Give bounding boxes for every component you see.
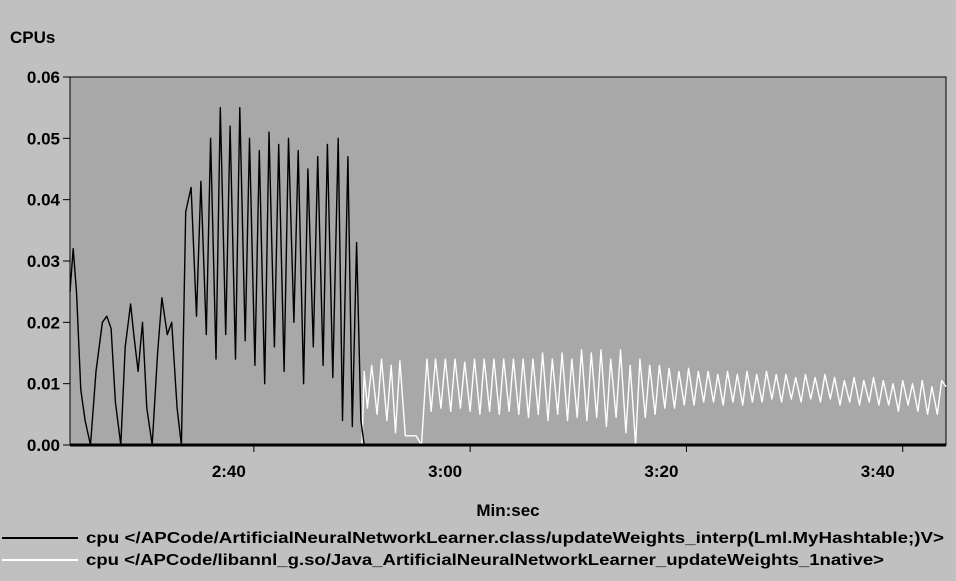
series-line-2 [70, 349, 947, 446]
y-tick-label: 0.04 [27, 191, 61, 210]
x-tick-label: 3:20 [644, 462, 678, 481]
legend-label-2: cpu </APCode/libannl_g.so/Java_Artificia… [86, 552, 884, 569]
x-tick-label: 3:00 [428, 462, 462, 481]
y-axis-title: CPUs [10, 28, 55, 47]
y-tick-label: 0.06 [27, 68, 60, 87]
y-tick-label: 0.02 [27, 313, 60, 332]
plot-area [69, 76, 947, 446]
y-tick-label: 0.01 [27, 375, 60, 394]
x-tick-label: 2:40 [212, 462, 246, 481]
y-tick-label: 0.00 [27, 436, 60, 455]
legend: cpu </APCode/ArtificialNeuralNetworkLear… [2, 530, 944, 569]
series-line-1 [69, 106, 365, 446]
x-axis: 2:40 3:00 3:20 3:40 [212, 445, 904, 481]
series-lines [69, 106, 947, 446]
y-tick-label: 0.03 [27, 252, 60, 271]
y-axis: 0.00 0.01 0.02 0.03 0.04 0.05 0.06 [27, 68, 70, 455]
legend-label-1: cpu </APCode/ArtificialNeuralNetworkLear… [86, 530, 944, 547]
y-tick-label: 0.05 [27, 129, 60, 148]
x-tick-label: 3:40 [861, 462, 895, 481]
x-axis-title: Min:sec [476, 501, 539, 520]
